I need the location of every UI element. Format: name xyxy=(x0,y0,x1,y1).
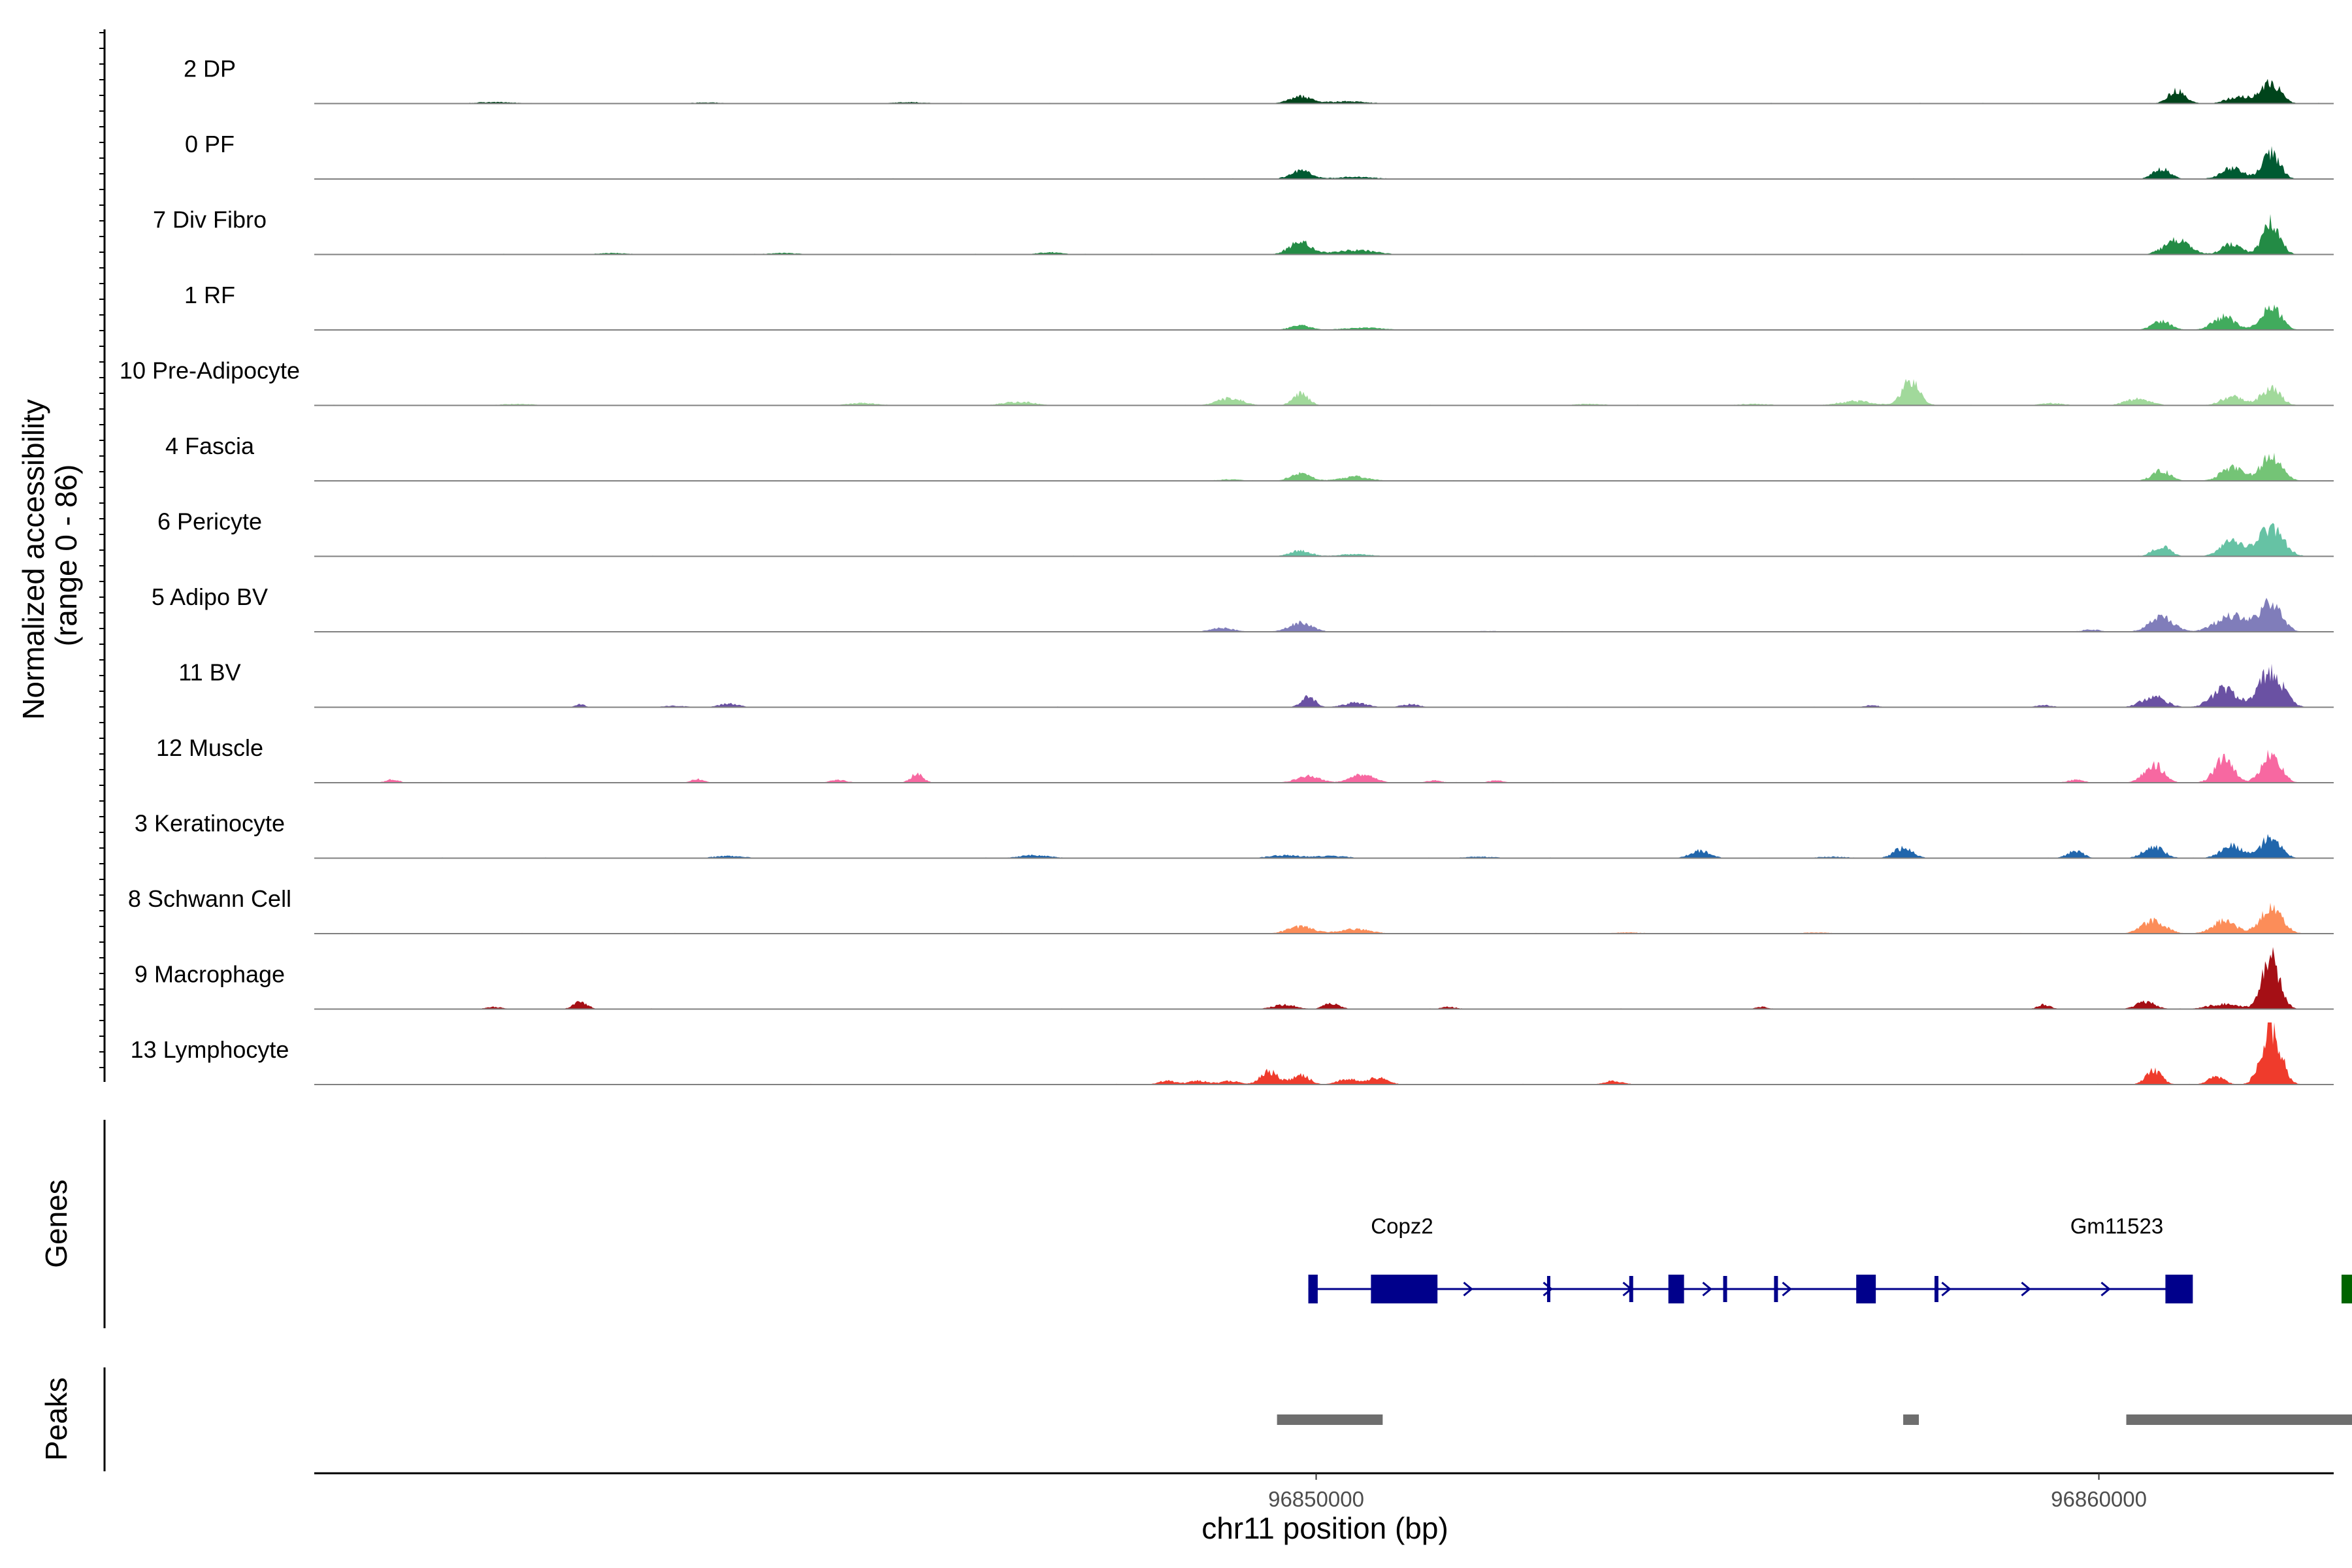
x-axis-title: chr11 position (bp) xyxy=(1201,1511,1448,1545)
exon xyxy=(1371,1275,1438,1303)
track-3-keratinocyte: 3 Keratinocyte xyxy=(135,810,2334,859)
genes-track-title: Genes xyxy=(39,1179,73,1268)
gene-label: Gm11523 xyxy=(2070,1214,2163,1238)
peaks-track xyxy=(1277,1414,2352,1425)
track-label: 4 Fascia xyxy=(165,433,255,459)
track-label: 7 Div Fibro xyxy=(153,206,267,233)
coverage-tracks: 2 DP 0 PF 7 Div Fibro 1 RF 10 Pre-Adipocyte 4… xyxy=(120,56,2334,1085)
strand-arrow xyxy=(1782,1281,1792,1297)
track-2-dp: 2 DP xyxy=(184,56,2334,105)
track-9-macrophage: 9 Macrophage xyxy=(135,947,2334,1010)
coverage-y-ticks xyxy=(99,32,105,1068)
track-5-adipo-bv: 5 Adipo BV xyxy=(152,583,2334,632)
coverage-area xyxy=(314,78,2334,104)
exon xyxy=(1723,1276,1727,1302)
track-4-fascia: 4 Fascia xyxy=(165,433,2334,482)
strand-arrow xyxy=(1543,1281,1553,1297)
exon xyxy=(2341,1275,2352,1303)
y-axis-title: Normalized accessibility (range 0 - 86) xyxy=(16,391,83,720)
strand-arrow xyxy=(1463,1281,1473,1297)
exon xyxy=(1774,1276,1778,1302)
track-label: 3 Keratinocyte xyxy=(135,810,285,837)
coverage-area xyxy=(314,598,2334,632)
gene-copz2: Copz2 xyxy=(1308,1214,2193,1303)
exon xyxy=(1629,1276,1633,1302)
track-1-rf: 1 RF xyxy=(184,282,2334,331)
coverage-area xyxy=(314,663,2334,708)
track-label: 6 Pericyte xyxy=(157,508,262,535)
track-7-div-fibro: 7 Div Fibro xyxy=(153,206,2334,255)
gene-label: Copz2 xyxy=(1371,1214,1433,1238)
coverage-area xyxy=(314,749,2334,783)
exon xyxy=(1856,1275,1876,1303)
track-0-pf: 0 PF xyxy=(185,131,2334,180)
coverage-area xyxy=(314,1022,2334,1085)
peaks-track-title: Peaks xyxy=(39,1377,73,1461)
track-label: 11 BV xyxy=(178,659,240,686)
track-label: 5 Adipo BV xyxy=(152,583,268,610)
coverage-area xyxy=(314,834,2334,858)
track-label: 12 Muscle xyxy=(156,734,263,761)
track-label: 9 Macrophage xyxy=(135,961,285,988)
exon xyxy=(1934,1276,1938,1302)
coverage-area xyxy=(314,902,2334,934)
track-12-muscle: 12 Muscle xyxy=(156,734,2334,783)
strand-arrow xyxy=(1941,1281,1952,1297)
track-label: 10 Pre-Adipocyte xyxy=(120,357,300,384)
track-6-pericyte: 6 Pericyte xyxy=(157,508,2334,557)
track-label: 2 DP xyxy=(184,56,236,82)
coverage-area xyxy=(314,947,2334,1009)
peak-region xyxy=(2126,1414,2352,1425)
coverage-area xyxy=(314,214,2334,255)
strand-arrow xyxy=(2021,1281,2031,1297)
exon xyxy=(1308,1275,1318,1303)
x-tick-label: 96860000 xyxy=(2051,1487,2147,1511)
track-8-schwann-cell: 8 Schwann Cell xyxy=(128,885,2334,934)
genes-track: Copz2 Gm11523 xyxy=(1308,1214,2352,1303)
track-11-bv: 11 BV xyxy=(178,659,2334,708)
strand-arrow xyxy=(2100,1281,2111,1297)
x-tick-label: 96850000 xyxy=(1268,1487,1364,1511)
coverage-area xyxy=(314,523,2334,557)
exon xyxy=(1546,1276,1550,1302)
coverage-area xyxy=(314,378,2334,406)
exon xyxy=(1668,1275,1684,1303)
track-label: 1 RF xyxy=(184,282,235,308)
exon xyxy=(2165,1275,2193,1303)
track-10-pre-adipocyte: 10 Pre-Adipocyte xyxy=(120,357,2334,406)
track-13-lymphocyte: 13 Lymphocyte xyxy=(131,1022,2334,1085)
track-label: 13 Lymphocyte xyxy=(131,1036,289,1063)
track-label: 8 Schwann Cell xyxy=(128,885,291,912)
coverage-area xyxy=(314,146,2334,179)
track-label: 0 PF xyxy=(185,131,235,157)
coverage-area xyxy=(314,304,2334,330)
coverage-area xyxy=(314,452,2334,481)
strand-arrow xyxy=(1702,1281,1712,1297)
x-axis-ticks: 96850000 96860000 xyxy=(1268,1473,2147,1511)
gene-gm11523: Gm11523 xyxy=(2070,1214,2352,1303)
peak-region xyxy=(1903,1414,1919,1425)
peak-region xyxy=(1277,1414,1383,1425)
